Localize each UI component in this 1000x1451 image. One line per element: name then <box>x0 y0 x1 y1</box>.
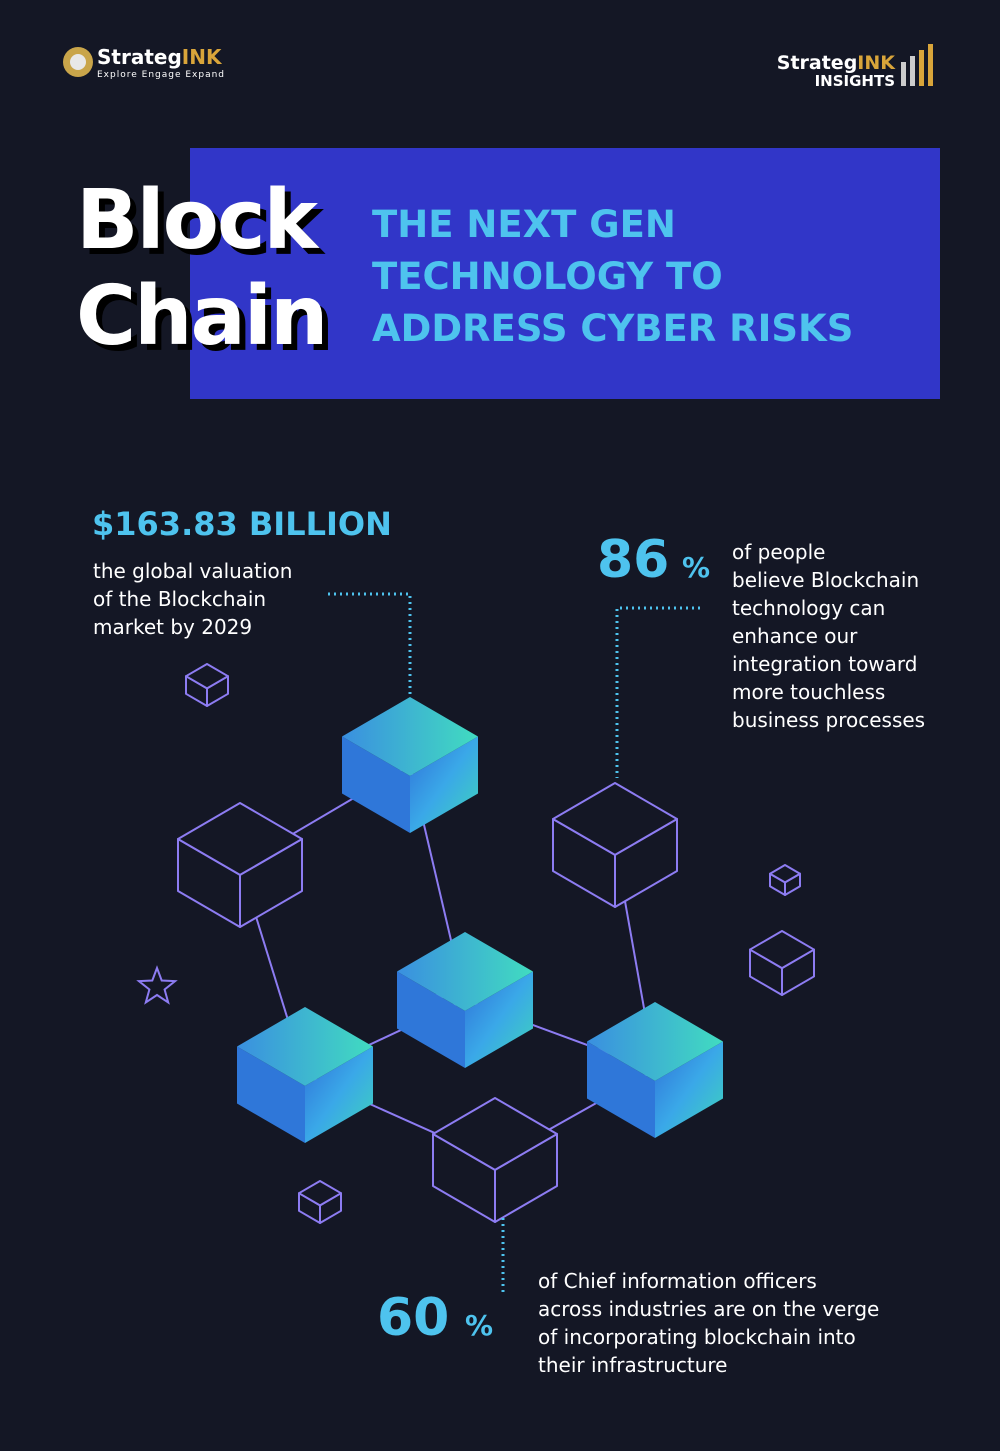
outline-cube <box>185 663 229 707</box>
logo-tagline: Explore Engage Expand <box>97 70 225 80</box>
filled-cube <box>342 697 478 833</box>
stat-value: 86 <box>597 530 669 590</box>
outline-cube <box>298 1180 342 1224</box>
stat-description: their infrastructure <box>538 1353 727 1377</box>
title: Block <box>76 173 321 268</box>
cube-face <box>237 1046 305 1143</box>
outline-cube <box>769 864 801 896</box>
cube-face <box>397 932 533 1011</box>
logo-name-part: Strateg <box>97 45 182 69</box>
logo-name-part: INK <box>857 52 896 74</box>
cube-face <box>552 782 678 856</box>
stat-description: enhance our <box>732 624 858 648</box>
logo-name: StrategINK <box>97 45 223 69</box>
stat-description: of Chief information officers <box>538 1269 817 1293</box>
logo-name-part: Strateg <box>777 52 858 74</box>
stat-value: 60 <box>377 1288 449 1348</box>
subtitle-line: ADDRESS CYBER RISKS <box>372 307 853 350</box>
cube-face <box>298 1180 342 1207</box>
stat-value: $163.83 BILLION <box>92 505 392 543</box>
filled-cube <box>587 1002 723 1138</box>
cube-face <box>655 1041 723 1138</box>
stat-unit: % <box>465 1309 493 1342</box>
title-shadow: Chain <box>82 275 332 370</box>
logo-bar <box>901 62 906 86</box>
stat-description: technology can <box>732 596 885 620</box>
subtitle-line: TECHNOLOGY TO <box>372 255 723 298</box>
logo-name: StrategINK <box>777 52 897 74</box>
left-logo: StrategINK Explore Engage Expand <box>63 45 225 80</box>
outline-cube <box>177 802 303 928</box>
cube-face <box>465 971 533 1068</box>
cube-face <box>397 971 465 1068</box>
title: Chain <box>76 269 326 364</box>
logo-icon-inner <box>70 54 86 70</box>
cube-face <box>185 663 229 690</box>
right-logo: StrategINK INSIGHTS <box>777 44 933 90</box>
outline-cube <box>749 930 815 996</box>
stat-description: integration toward <box>732 652 917 676</box>
logo-bar <box>910 56 915 86</box>
subtitle-line: THE NEXT GEN <box>372 203 676 246</box>
stat-description: believe Blockchain <box>732 568 919 592</box>
outline-cube <box>552 782 678 908</box>
cube-face <box>749 930 815 970</box>
stat-description: of the Blockchain <box>93 587 266 611</box>
cube-illustration <box>136 663 815 1224</box>
logo-bar <box>928 44 933 86</box>
stat-description: more touchless <box>732 680 885 704</box>
stat-description: the global valuation <box>93 559 292 583</box>
title-shadow: Block <box>82 179 327 274</box>
outline-cube <box>432 1097 558 1223</box>
cube-face <box>587 1002 723 1081</box>
logo-line2: INSIGHTS <box>815 72 895 90</box>
title-panel <box>190 148 940 399</box>
filled-cube <box>237 1007 373 1143</box>
cube-face <box>769 864 801 884</box>
cube-face <box>410 736 478 833</box>
leader-line <box>328 592 412 697</box>
cube-face <box>305 1046 373 1143</box>
cube-face <box>342 697 478 776</box>
stat-description: of incorporating blockchain into <box>538 1325 856 1349</box>
stat-description: across industries are on the verge <box>538 1297 879 1321</box>
logo-name-part: INK <box>182 45 223 69</box>
cube-face <box>177 802 303 876</box>
cube-face <box>587 1041 655 1138</box>
leader-lines <box>328 592 700 1295</box>
stat-description: of people <box>732 540 825 564</box>
logo-bar <box>919 50 924 86</box>
star <box>136 965 178 1005</box>
filled-cube <box>397 932 533 1068</box>
cube-face <box>432 1097 558 1171</box>
stat-unit: % <box>682 551 710 584</box>
cube-face <box>342 736 410 833</box>
cube-face <box>237 1007 373 1086</box>
stat-description: market by 2029 <box>93 615 252 639</box>
stat-description: business processes <box>732 708 925 732</box>
